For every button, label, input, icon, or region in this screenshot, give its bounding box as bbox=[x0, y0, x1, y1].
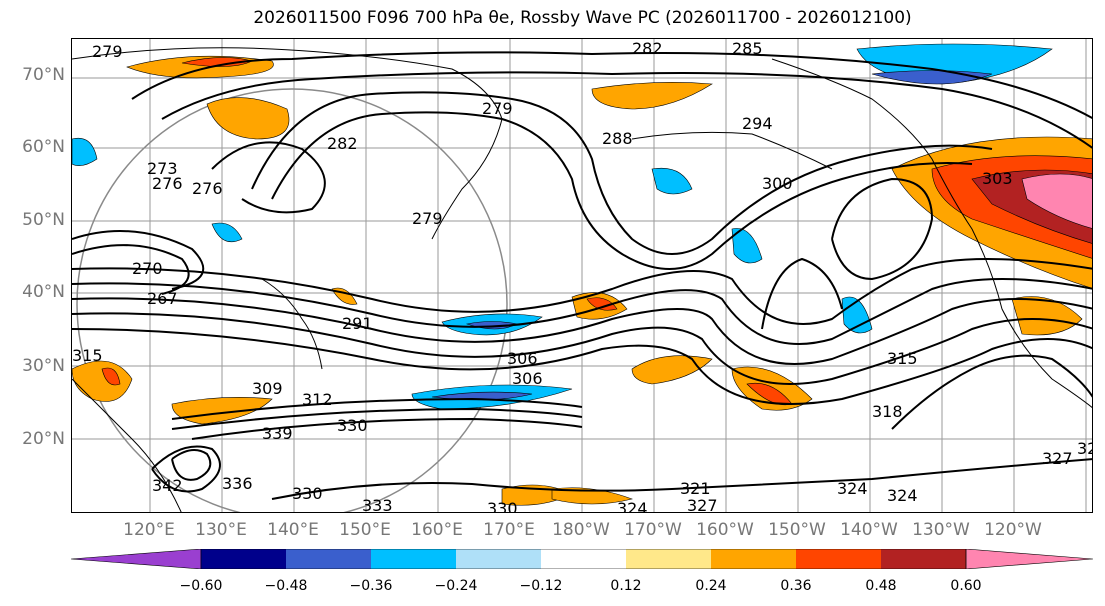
colorbar bbox=[71, 549, 1093, 569]
contour-label: 303 bbox=[982, 169, 1013, 188]
lat-label-60n: 60°N bbox=[22, 137, 65, 157]
lon-label-160e: 160°E bbox=[411, 520, 463, 540]
gray-circle bbox=[76, 88, 508, 512]
contour-label: 291 bbox=[342, 314, 373, 333]
colorbar-segment bbox=[541, 549, 626, 569]
lon-label-140e: 140°E bbox=[267, 520, 319, 540]
colorbar-over-arrow bbox=[965, 549, 1093, 569]
contour-label: 270 bbox=[132, 259, 163, 278]
contour-label: 330 bbox=[487, 499, 518, 513]
contour-label: 333 bbox=[362, 496, 393, 513]
lon-label-170w: 170°W bbox=[624, 520, 682, 540]
contour-label: 327 bbox=[687, 496, 718, 513]
lat-label-20n: 20°N bbox=[22, 429, 65, 449]
contour-label: 312 bbox=[302, 390, 333, 409]
lon-label-130e: 130°E bbox=[195, 520, 247, 540]
colorbar-tick: 0.24 bbox=[695, 578, 727, 594]
contour-label: 279 bbox=[412, 209, 443, 228]
contour-label: 294 bbox=[742, 114, 773, 133]
colorbar-tick: 0.48 bbox=[865, 578, 897, 594]
contour-label: 282 bbox=[327, 134, 358, 153]
contour-label: 276 bbox=[152, 174, 183, 193]
contour-label: 327 bbox=[1042, 449, 1073, 468]
colorbar-tick: 0.60 bbox=[950, 578, 982, 594]
map-panel: 279 276 282 285 288 294 279 282 279 276 … bbox=[71, 38, 1093, 513]
contour-label: 309 bbox=[252, 379, 283, 398]
contour-label: 336 bbox=[222, 474, 253, 493]
contour-label: 267 bbox=[147, 289, 178, 308]
colorbar-under-arrow bbox=[71, 549, 202, 569]
contour-label: 315 bbox=[72, 346, 103, 365]
lon-label-150w: 150°W bbox=[768, 520, 826, 540]
contour-label: 288 bbox=[602, 129, 633, 148]
colorbar-segment bbox=[711, 549, 796, 569]
contour-label: 318 bbox=[872, 402, 903, 421]
contour-label: 300 bbox=[762, 174, 793, 193]
contour-label: 324 bbox=[837, 479, 868, 498]
contour-label: 324 bbox=[887, 486, 918, 505]
colorbar-segment bbox=[286, 549, 371, 569]
contour-label: 279 bbox=[482, 99, 513, 118]
contour-label: 306 bbox=[507, 349, 538, 368]
figure-title: 2026011500 F096 700 hPa θe, Rossby Wave … bbox=[253, 8, 912, 28]
theta-e-contours bbox=[72, 51, 1092, 500]
lat-label-70n: 70°N bbox=[22, 65, 65, 85]
coastlines bbox=[72, 47, 1092, 512]
contour-label: 315 bbox=[887, 349, 918, 368]
lon-label-180w: 180°W bbox=[552, 520, 610, 540]
contour-label: 306 bbox=[512, 369, 543, 388]
lat-label-40n: 40°N bbox=[22, 282, 65, 302]
lat-label-30n: 30°N bbox=[22, 356, 65, 376]
colorbar-segment bbox=[796, 549, 881, 569]
lon-label-150e: 150°E bbox=[339, 520, 391, 540]
contour-label: 339 bbox=[262, 424, 293, 443]
lat-label-50n: 50°N bbox=[22, 210, 65, 230]
contour-label: 330 bbox=[337, 416, 368, 435]
colorbar-tick: 0.36 bbox=[780, 578, 812, 594]
map-svg: 279 276 282 285 288 294 279 282 279 276 … bbox=[72, 39, 1093, 513]
lon-label-130w: 130°W bbox=[912, 520, 970, 540]
contour-label: 330 bbox=[292, 484, 323, 503]
contour-label: 327 bbox=[1077, 439, 1093, 458]
lon-label-120w: 120°W bbox=[984, 520, 1042, 540]
contour-label: 282 bbox=[632, 39, 663, 58]
colorbar-tick: −0.24 bbox=[434, 578, 478, 594]
colorbar-tick: 0.12 bbox=[610, 578, 642, 594]
colorbar-tick: −0.36 bbox=[349, 578, 393, 594]
colorbar-tick: −0.12 bbox=[519, 578, 563, 594]
contour-label: 342 bbox=[152, 476, 183, 495]
colorbar-tick: −0.48 bbox=[264, 578, 308, 594]
colorbar-segment bbox=[371, 549, 456, 569]
lon-label-170e: 170°E bbox=[483, 520, 535, 540]
contour-label: 279 bbox=[92, 42, 123, 61]
contour-label: 285 bbox=[732, 39, 763, 58]
lon-label-120e: 120°E bbox=[123, 520, 175, 540]
contour-label: 321 bbox=[680, 479, 711, 498]
colorbar-segment bbox=[881, 549, 966, 569]
lon-label-160w: 160°W bbox=[696, 520, 754, 540]
contour-label-group: 279 276 282 285 288 294 279 282 279 276 … bbox=[72, 39, 1093, 513]
lon-label-140w: 140°W bbox=[840, 520, 898, 540]
colorbar-segment bbox=[201, 549, 286, 569]
contour-label: 273 bbox=[147, 159, 178, 178]
contour-label: 324 bbox=[617, 499, 648, 513]
colorbar-segment bbox=[626, 549, 711, 569]
contour-label: 276 bbox=[192, 179, 223, 198]
colorbar-tick: −0.60 bbox=[179, 578, 223, 594]
colorbar-segment bbox=[456, 549, 541, 569]
